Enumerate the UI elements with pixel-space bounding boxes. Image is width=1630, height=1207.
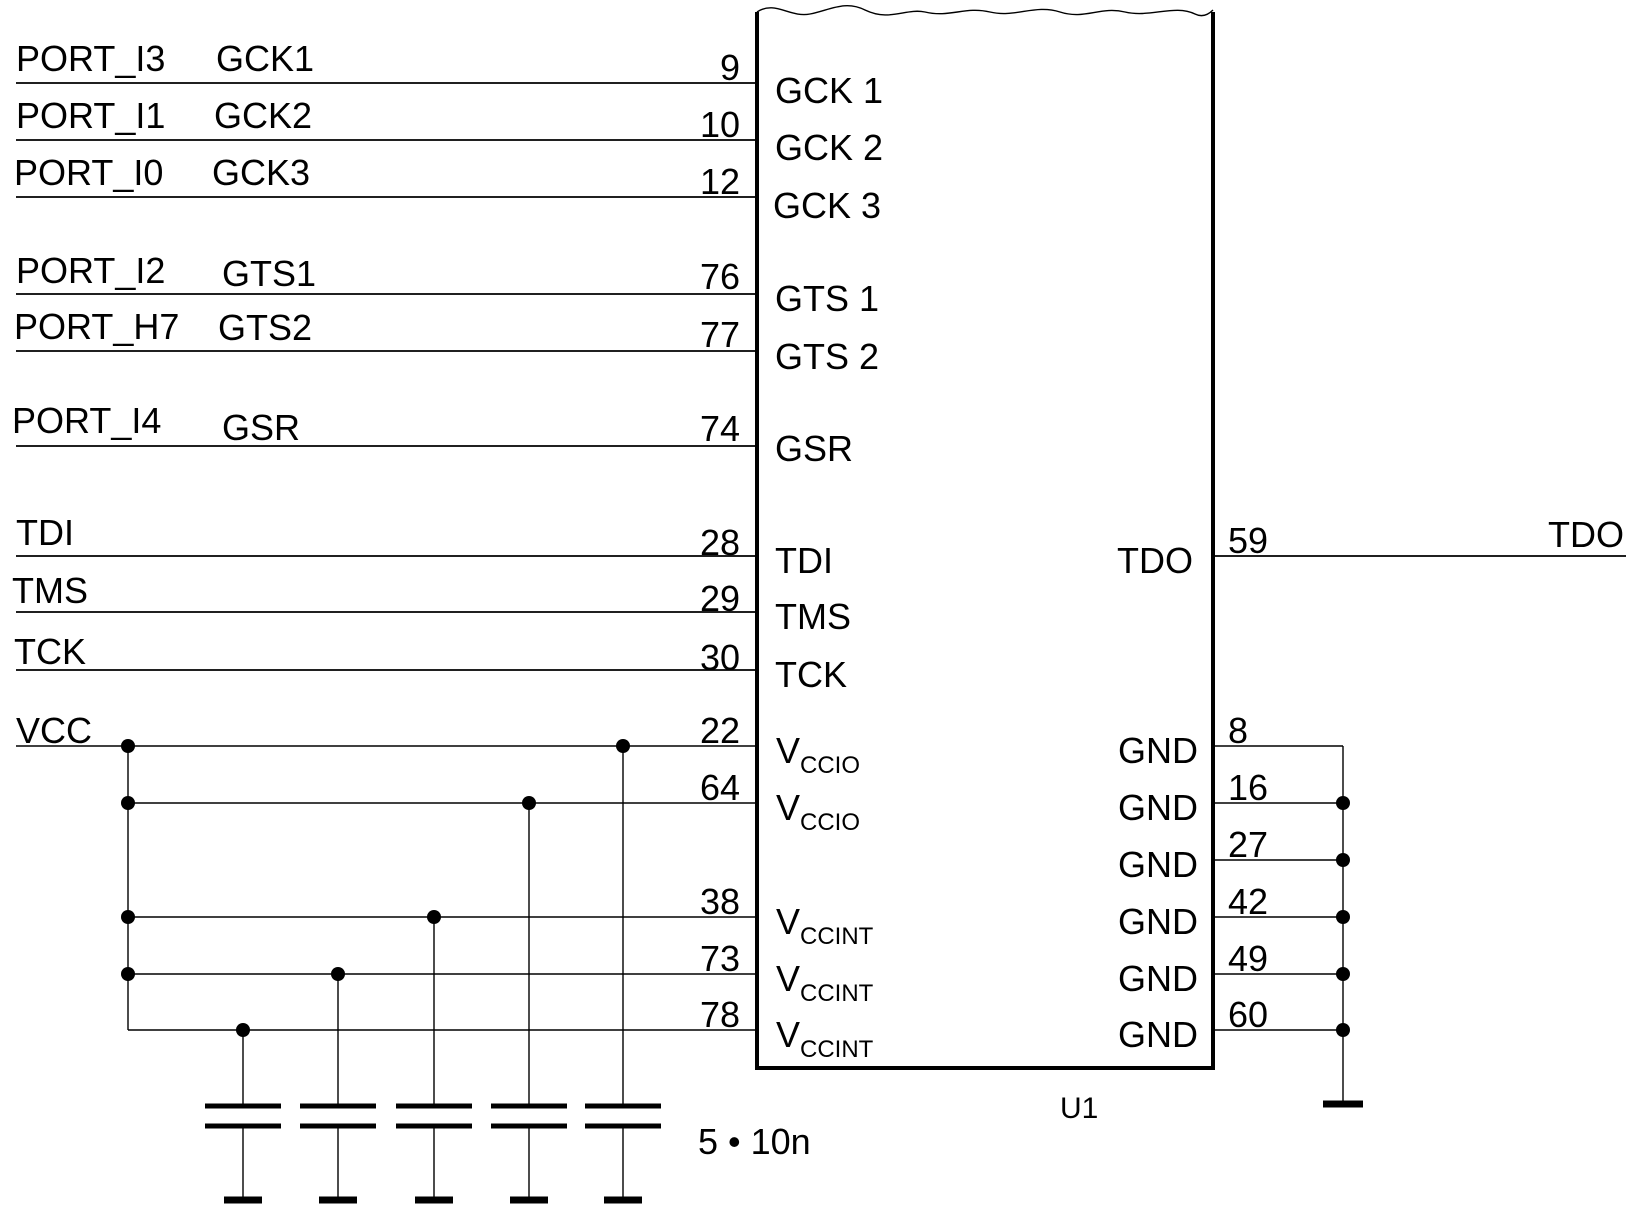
ic-u1: U1 <box>755 5 1215 1125</box>
pin-number: 60 <box>1228 994 1268 1035</box>
ic-break-line <box>756 5 1214 17</box>
capacitor-value-label: 5 • 10n <box>698 1121 811 1162</box>
pin-number: 74 <box>700 408 740 449</box>
left-pin-2: PORT_I0 GCK3 12 GCK 3 <box>14 152 881 226</box>
junction-dot <box>1336 967 1350 981</box>
pin-name: GND <box>1118 844 1198 885</box>
pin-number: 27 <box>1228 824 1268 865</box>
junction-dot <box>1336 853 1350 867</box>
pin-name: VCCIO <box>776 730 860 779</box>
left-pin-7: TMS 29 TMS <box>12 570 851 637</box>
net-label: PORT_I3 <box>16 38 165 79</box>
pin-number: 38 <box>700 881 740 922</box>
left-pin-1: PORT_I1 GCK2 10 GCK 2 <box>16 95 883 168</box>
pin-name: VCCINT <box>776 901 874 950</box>
net-label: PORT_I2 <box>16 250 165 291</box>
pin-number: 10 <box>700 104 740 145</box>
left-pin-4: PORT_H7 GTS2 77 GTS 2 <box>14 306 879 377</box>
pin-name: GTS 2 <box>775 336 879 377</box>
capacitor <box>205 1023 281 1204</box>
junction-dot <box>121 796 135 810</box>
pin-number: 64 <box>700 767 740 808</box>
net-label: TMS <box>12 570 88 611</box>
pin-number: 49 <box>1228 938 1268 979</box>
pin-name: VCCIO <box>776 787 860 836</box>
pin-name: TDO <box>1117 540 1193 581</box>
pin-number: 59 <box>1228 520 1268 561</box>
pin-number: 77 <box>700 314 740 355</box>
net-label: TCK <box>14 631 86 672</box>
net-label: PORT_I4 <box>12 400 161 441</box>
component-ref: U1 <box>1060 1092 1098 1125</box>
alt-label: GCK1 <box>216 38 314 79</box>
pin-name: TMS <box>775 596 851 637</box>
net-label: TDI <box>16 512 74 553</box>
net-label: PORT_I0 <box>14 152 163 193</box>
junction-dot <box>331 967 345 981</box>
pin-name: TCK <box>775 654 847 695</box>
alt-label: GCK2 <box>214 95 312 136</box>
junction-dot <box>121 739 135 753</box>
junction-dot <box>1336 796 1350 810</box>
right-pin-tdo: TDO 59 TDO <box>1117 514 1626 581</box>
pin-name: GND <box>1118 1014 1198 1055</box>
pin-name: GND <box>1118 901 1198 942</box>
ground-network: GND 8 GND 16 GND 27 GND 42 GND 49 GND 60 <box>1118 710 1363 1108</box>
pin-number: 42 <box>1228 881 1268 922</box>
pin-number: 8 <box>1228 710 1248 751</box>
capacitor <box>491 796 567 1204</box>
pin-name: VCCINT <box>776 1014 874 1063</box>
junction-dot <box>522 796 536 810</box>
power-network: VCC 22 VCCIO 64 VCCIO 38 VCCINT 73 VCCIN… <box>16 710 874 1063</box>
pin-name: GND <box>1118 730 1198 771</box>
power-net-label: VCC <box>16 710 92 751</box>
pin-number: 28 <box>700 522 740 563</box>
pin-name: GTS 1 <box>775 278 879 319</box>
junction-dot <box>1336 1023 1350 1037</box>
pin-number: 30 <box>700 637 740 678</box>
pin-name: VCCINT <box>776 958 874 1007</box>
pin-name: GND <box>1118 787 1198 828</box>
pin-number: 16 <box>1228 767 1268 808</box>
junction-dot <box>236 1023 250 1037</box>
pin-name: GCK 1 <box>775 70 883 111</box>
ic-body-outline <box>755 12 1215 1070</box>
junction-dot <box>121 910 135 924</box>
pin-name: TDI <box>775 540 833 581</box>
capacitor <box>585 739 661 1204</box>
alt-label: GTS1 <box>222 253 316 294</box>
pin-number: 22 <box>700 710 740 751</box>
alt-label: GCK3 <box>212 152 310 193</box>
pin-number: 76 <box>700 256 740 297</box>
pin-number: 29 <box>700 578 740 619</box>
capacitor <box>396 910 472 1204</box>
alt-label: GTS2 <box>218 307 312 348</box>
left-pin-6: TDI 28 TDI <box>16 512 833 581</box>
pin-number: 73 <box>700 938 740 979</box>
pin-number: 78 <box>700 994 740 1035</box>
net-label: TDO <box>1548 514 1624 555</box>
pin-name: GND <box>1118 958 1198 999</box>
decoupling-capacitors: 5 • 10n <box>205 739 811 1204</box>
pin-name: GCK 3 <box>773 185 881 226</box>
left-pin-8: TCK 30 TCK <box>14 631 847 695</box>
pin-name: GSR <box>775 428 853 469</box>
capacitor <box>300 967 376 1204</box>
net-label: PORT_I1 <box>16 95 165 136</box>
net-label: PORT_H7 <box>14 306 179 347</box>
junction-dot <box>616 739 630 753</box>
left-pin-5: PORT_I4 GSR 74 GSR <box>12 400 853 469</box>
left-pin-3: PORT_I2 GTS1 76 GTS 1 <box>16 250 879 319</box>
pin-name: GCK 2 <box>775 127 883 168</box>
junction-dot <box>121 967 135 981</box>
junction-dot <box>427 910 441 924</box>
alt-label: GSR <box>222 407 300 448</box>
junction-dot <box>1336 910 1350 924</box>
left-pin-0: PORT_I3 GCK1 9 GCK 1 <box>16 38 883 111</box>
pin-number: 12 <box>700 161 740 202</box>
pin-number: 9 <box>720 47 740 88</box>
